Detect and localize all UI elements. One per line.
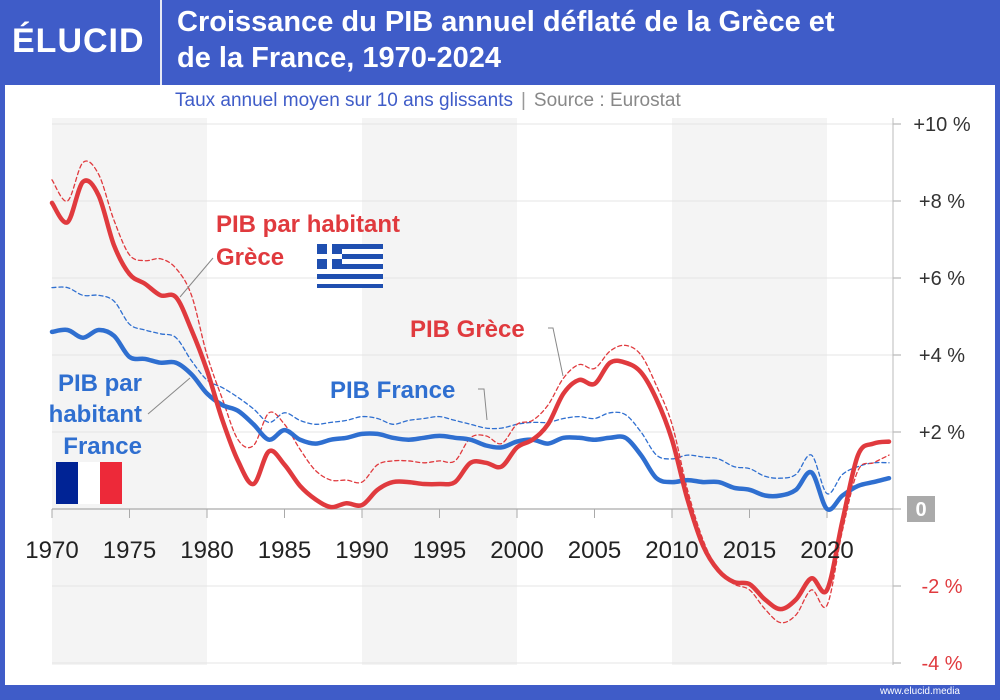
x-tick-label: 2015	[723, 537, 776, 564]
header: ÉLUCID Croissance du PIB annuel déflaté …	[0, 0, 1000, 85]
leader-gr-gdp	[548, 327, 564, 377]
chart-subtitle: Taux annuel moyen sur 10 ans glissants | S…	[175, 90, 681, 112]
y-tick-label: +2 %	[919, 422, 965, 444]
label-fr-gdp: PIB France	[330, 377, 455, 404]
footer-url: www.elucid.media	[879, 686, 960, 697]
x-tick-label: 1975	[103, 537, 156, 564]
series-line-pib-par-habitant-france	[49, 327, 892, 512]
y-tick-label: -4 %	[921, 653, 962, 675]
x-tick-label: 2020	[800, 537, 853, 564]
y-tick-label: -2 %	[921, 576, 962, 598]
x-tick-label: 1995	[413, 537, 466, 564]
label-gr-pc-2: Grèce	[216, 244, 284, 271]
leader-fr-pc	[147, 377, 191, 415]
x-tick-label: 2000	[490, 537, 543, 564]
x-tick-label: 2010	[645, 537, 698, 564]
shaded-decade-band	[362, 118, 517, 665]
elucid-logo: ÉLUCID	[12, 22, 145, 60]
label-fr-pc-1: PIB par	[58, 370, 142, 397]
header-divider	[160, 0, 162, 85]
series-line-pib-france	[51, 286, 890, 495]
label-gr-pc-1: PIB par habitant	[216, 211, 400, 238]
x-tick-label: 1970	[25, 537, 78, 564]
x-tick-label: 2005	[568, 537, 621, 564]
subtitle-text: Taux annuel moyen sur 10 ans glissants	[175, 90, 513, 111]
label-fr-pc-3: France	[63, 433, 142, 460]
shaded-decade-band	[52, 118, 207, 665]
shaded-decade-band	[672, 118, 827, 665]
y-tick-label: +6 %	[919, 268, 965, 290]
source-text: Source : Eurostat	[533, 90, 681, 111]
leader-fr-gdp	[478, 388, 488, 421]
x-tick-label: 1985	[258, 537, 311, 564]
france-flag-icon	[56, 462, 122, 504]
y-tick-label: +4 %	[919, 345, 965, 367]
y-tick-label: 0	[915, 499, 926, 521]
leader-gr-pc	[179, 257, 214, 298]
label-gr-gdp: PIB Grèce	[410, 316, 525, 343]
subtitle-separator: |	[520, 90, 526, 111]
x-tick-label: 1980	[180, 537, 233, 564]
y-tick-label: +8 %	[919, 191, 965, 213]
y-tick-label: +10 %	[913, 114, 970, 136]
series-line-pib-par-habitant-gr-ce	[49, 178, 892, 612]
title-line-2: de la France, 1970-2024	[177, 42, 502, 74]
label-fr-pc-2: habitant	[49, 401, 142, 428]
zero-label-box	[907, 496, 935, 522]
title-line-1: Croissance du PIB annuel déflaté de la G…	[177, 6, 835, 38]
greece-flag-icon	[317, 244, 383, 288]
chart-title: Croissance du PIB annuel déflaté de la G…	[177, 4, 987, 76]
x-tick-label: 1990	[335, 537, 388, 564]
